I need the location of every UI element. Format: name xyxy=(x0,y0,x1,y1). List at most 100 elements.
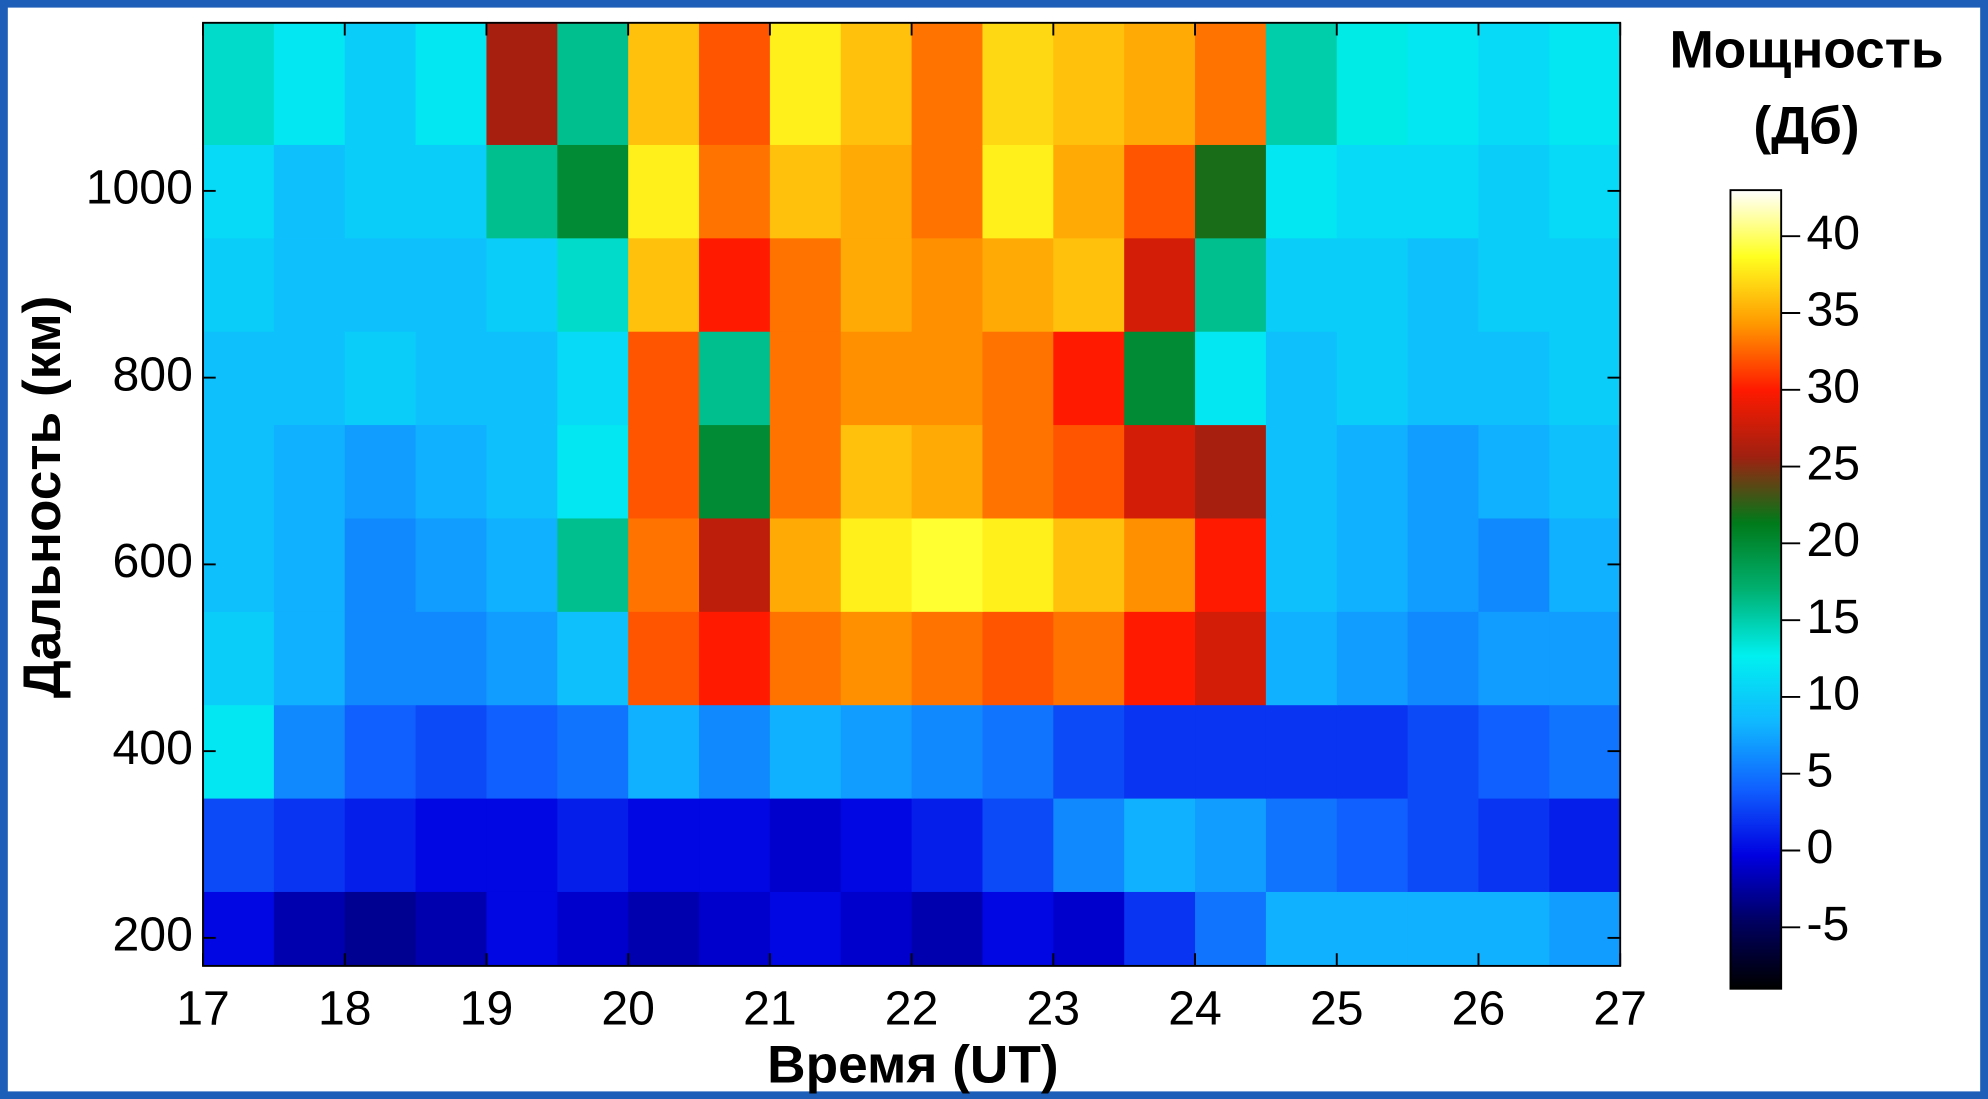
heat-cell xyxy=(273,144,346,239)
heat-cell xyxy=(1336,22,1409,145)
heat-cell xyxy=(628,704,700,799)
heat-cell xyxy=(1336,144,1409,239)
heat-cell xyxy=(273,797,346,892)
x-tick-label: 20 xyxy=(601,981,655,1035)
colorbar-tick-label: 35 xyxy=(1807,283,1861,337)
heat-cell xyxy=(1053,517,1125,612)
heat-cell xyxy=(1407,22,1480,145)
heat-cell xyxy=(557,611,629,706)
heat-cell xyxy=(1195,424,1267,519)
heat-cell xyxy=(203,237,275,332)
heat-cell xyxy=(628,144,700,239)
heat-cell xyxy=(1549,891,1621,966)
heat-cell xyxy=(1053,704,1125,799)
heat-cell xyxy=(415,424,488,519)
heat-cell xyxy=(840,517,913,612)
heat-cell xyxy=(1195,237,1267,332)
heat-cell xyxy=(203,891,275,966)
y-axis-label: Дальность (км) xyxy=(13,296,72,699)
heat-cell xyxy=(1407,237,1480,332)
colorbar-title: Мощность xyxy=(1669,20,1943,79)
heat-cell xyxy=(415,330,488,426)
heat-cell xyxy=(486,424,559,519)
heat-cell xyxy=(344,797,417,892)
heat-cell xyxy=(203,611,275,706)
heat-cell xyxy=(1407,330,1480,426)
heat-cell xyxy=(1124,330,1196,426)
heat-cell xyxy=(1478,611,1551,706)
heat-cell xyxy=(1336,330,1409,426)
heat-cell xyxy=(415,22,488,145)
heat-cell xyxy=(1265,22,1338,145)
heat-cell xyxy=(203,22,275,145)
x-tick-label: 21 xyxy=(743,981,797,1035)
heat-cell xyxy=(628,237,700,332)
heat-cell xyxy=(982,237,1055,332)
heat-cell xyxy=(699,237,771,332)
heat-cell xyxy=(1478,891,1551,966)
heat-cell xyxy=(911,22,984,145)
heat-cell xyxy=(1195,891,1267,966)
heat-cell xyxy=(699,797,771,892)
colorbar-tick-label: 15 xyxy=(1807,590,1861,644)
heat-cell xyxy=(1549,611,1621,706)
heat-cell xyxy=(486,237,559,332)
x-tick-label: 17 xyxy=(176,981,230,1035)
y-tick-label: 400 xyxy=(113,721,193,775)
heat-cell xyxy=(769,424,842,519)
y-tick-label: 200 xyxy=(113,908,193,962)
heat-cell xyxy=(1195,704,1267,799)
heat-cell xyxy=(982,517,1055,612)
heat-cell xyxy=(1124,891,1196,966)
heat-cell xyxy=(1053,797,1125,892)
heat-cell xyxy=(557,424,629,519)
heat-cell xyxy=(769,517,842,612)
x-axis-label: Время (UT) xyxy=(767,1036,1058,1095)
heat-cell xyxy=(486,144,559,239)
heat-cell xyxy=(911,237,984,332)
heat-cell xyxy=(486,330,559,426)
heat-cell xyxy=(911,891,984,966)
colorbar-tick-label: 20 xyxy=(1807,513,1861,567)
heat-cell xyxy=(1549,797,1621,892)
heat-cell xyxy=(1407,144,1480,239)
heat-cell xyxy=(557,891,629,966)
x-tick-label: 24 xyxy=(1168,981,1222,1035)
heat-cell xyxy=(344,330,417,426)
heat-cell xyxy=(911,330,984,426)
y-tick-label: 800 xyxy=(113,347,193,401)
heat-cell xyxy=(1407,797,1480,892)
colorbar-title: (Дб) xyxy=(1753,96,1859,155)
x-tick-label: 26 xyxy=(1452,981,1506,1035)
colorbar-tick-label: 25 xyxy=(1807,436,1861,490)
heat-cell xyxy=(1478,144,1551,239)
heat-cell xyxy=(557,237,629,332)
heat-cell xyxy=(1195,22,1267,145)
heat-cell xyxy=(628,424,700,519)
colorbar-tick-label: 10 xyxy=(1807,667,1861,721)
heat-cell xyxy=(1053,891,1125,966)
heat-cell xyxy=(769,237,842,332)
heat-cell xyxy=(344,891,417,966)
heat-cell xyxy=(699,22,771,145)
heat-cell xyxy=(769,22,842,145)
heat-cell xyxy=(1336,611,1409,706)
heat-cell xyxy=(1124,237,1196,332)
heat-cell xyxy=(1478,237,1551,332)
heat-cell xyxy=(1336,517,1409,612)
heat-cell xyxy=(769,797,842,892)
heat-cell xyxy=(344,517,417,612)
heat-cell xyxy=(415,517,488,612)
heat-cell xyxy=(344,424,417,519)
heat-cell xyxy=(840,237,913,332)
colorbar-tick-label: 40 xyxy=(1807,206,1861,260)
heat-cell xyxy=(557,797,629,892)
heat-cell xyxy=(911,704,984,799)
heat-cell xyxy=(344,144,417,239)
heat-cell xyxy=(1124,424,1196,519)
heat-cell xyxy=(982,22,1055,145)
heat-cell xyxy=(1265,237,1338,332)
heat-cell xyxy=(1053,611,1125,706)
